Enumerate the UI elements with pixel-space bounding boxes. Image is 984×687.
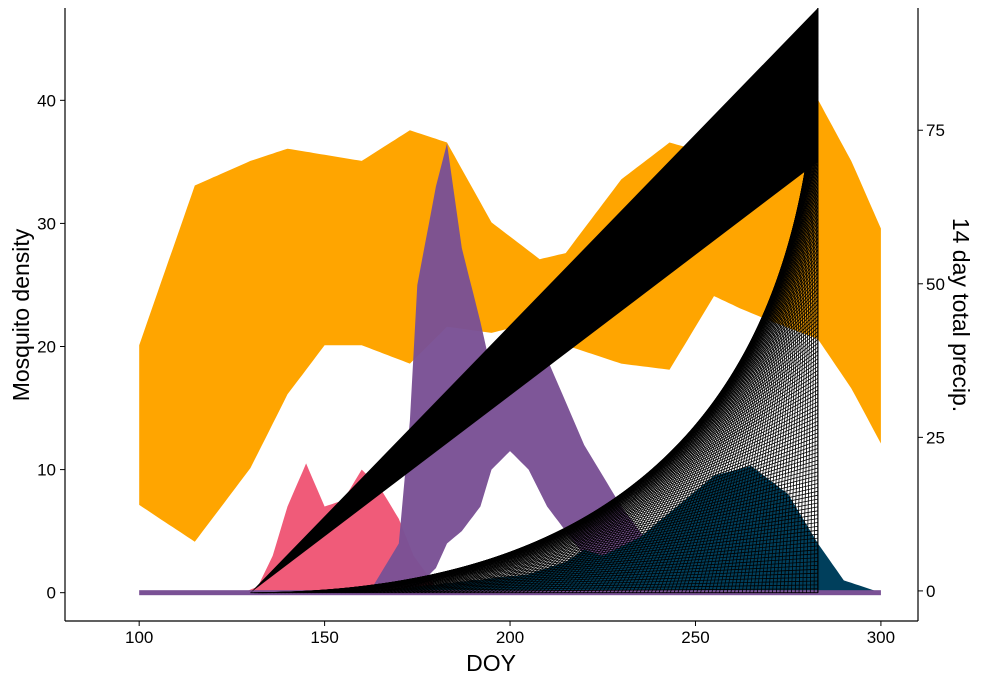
x-tick-label: 300	[867, 628, 895, 647]
y2-tick-label: 75	[926, 121, 945, 140]
hatch-wedge	[250, 8, 819, 594]
y2-axis-title: 14 day total precip.	[948, 218, 974, 412]
y2-tick-label: 50	[926, 275, 945, 294]
y2-tick-label: 0	[926, 582, 935, 601]
y-tick-label: 40	[37, 91, 56, 110]
density-band-3	[139, 465, 881, 593]
x-tick-label: 250	[681, 628, 709, 647]
x-axis-title: DOY	[466, 650, 516, 676]
y-tick-label: 30	[37, 214, 56, 233]
y2-tick-label: 25	[926, 428, 945, 447]
y-axis-title: Mosquito density	[8, 228, 34, 401]
plot-area	[139, 8, 881, 596]
y-tick-label: 20	[37, 338, 56, 357]
y-tick-label: 10	[37, 461, 56, 480]
axes: 100 150 200 250 300 0 10 20 30 40 0 25 50 75	[37, 8, 945, 647]
hatch-wedge-dense-tip	[250, 8, 818, 593]
density-band-1	[139, 463, 881, 593]
x-tick-label: 200	[496, 628, 524, 647]
x-tick-label: 100	[125, 628, 153, 647]
x-tick-label: 150	[310, 628, 338, 647]
y-tick-label: 0	[47, 584, 56, 603]
